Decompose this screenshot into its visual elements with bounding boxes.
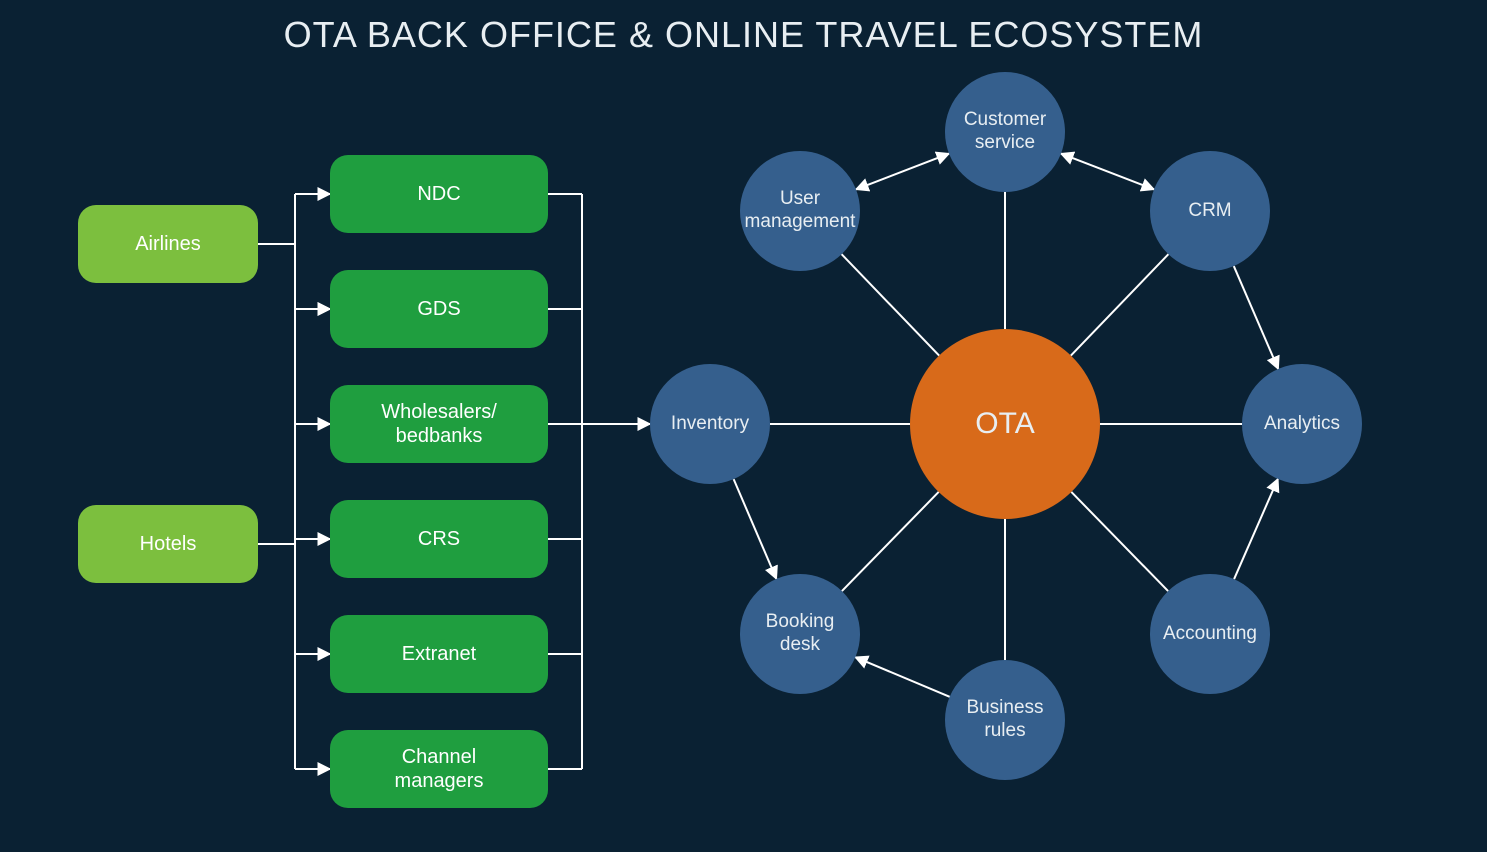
node-chanmgr: Channelmanagers [330, 730, 548, 808]
node-airlines: Airlines [78, 205, 258, 283]
node-ndc: NDC [330, 155, 548, 233]
node-accounting: Accounting [1150, 574, 1270, 694]
diagram-title: OTA BACK OFFICE & ONLINE TRAVEL ECOSYSTE… [0, 14, 1487, 56]
node-extranet: Extranet [330, 615, 548, 693]
node-ota: OTA [910, 329, 1100, 519]
node-bookdesk: Bookingdesk [740, 574, 860, 694]
node-analytics: Analytics [1242, 364, 1362, 484]
node-gds: GDS [330, 270, 548, 348]
node-whole: Wholesalers/bedbanks [330, 385, 548, 463]
node-custsvc: Customerservice [945, 72, 1065, 192]
node-hotels: Hotels [78, 505, 258, 583]
node-usermgmt: Usermanagement [740, 151, 860, 271]
node-crs: CRS [330, 500, 548, 578]
diagram-canvas: OTA BACK OFFICE & ONLINE TRAVEL ECOSYSTE… [0, 0, 1487, 852]
node-inventory: Inventory [650, 364, 770, 484]
node-crm: CRM [1150, 151, 1270, 271]
node-bizrules: Businessrules [945, 660, 1065, 780]
